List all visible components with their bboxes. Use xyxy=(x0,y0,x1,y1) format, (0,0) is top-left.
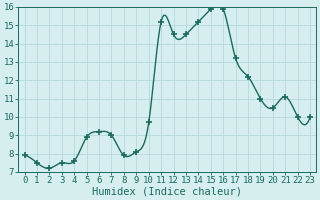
X-axis label: Humidex (Indice chaleur): Humidex (Indice chaleur) xyxy=(92,187,242,197)
